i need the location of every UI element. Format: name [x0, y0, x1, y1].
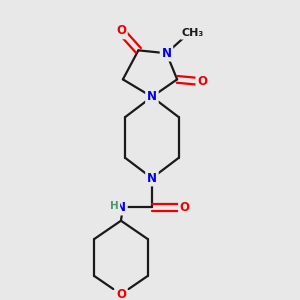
Text: N: N — [116, 201, 126, 214]
Text: N: N — [147, 172, 157, 184]
Text: CH₃: CH₃ — [182, 28, 204, 38]
Text: H: H — [110, 201, 118, 211]
Text: N: N — [147, 90, 157, 103]
Text: O: O — [116, 25, 126, 38]
Text: N: N — [161, 47, 172, 60]
Text: O: O — [180, 201, 190, 214]
Text: O: O — [197, 75, 207, 88]
Text: O: O — [116, 288, 126, 300]
